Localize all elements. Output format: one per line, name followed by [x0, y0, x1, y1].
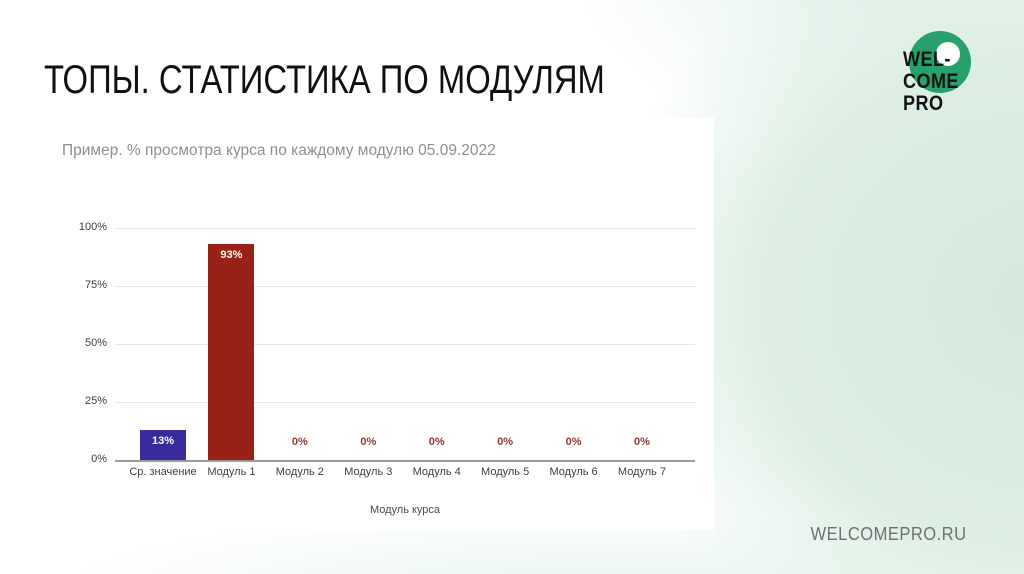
zero-value-label: 0% — [565, 436, 582, 448]
y-axis-tick-label: 0% — [91, 453, 107, 465]
x-axis-category-label: Модуль 3 — [344, 466, 393, 478]
logo-line-1: WEL- — [903, 48, 951, 71]
bar-value-label: 13% — [151, 434, 175, 447]
page-title: ТОПЫ. СТАТИСТИКА ПО МОДУЛЯМ — [44, 58, 605, 102]
zero-value-label: 0% — [497, 436, 514, 448]
bar-value-label: 93% — [220, 249, 243, 262]
footer-url: WELCOMEPRO.RU — [811, 524, 967, 544]
chart-title: Пример. % просмотра курса по каждому мод… — [62, 142, 496, 159]
zero-value-label: 0% — [291, 436, 308, 448]
bar-1 — [140, 429, 186, 460]
x-axis-category-label: Модуль 4 — [412, 466, 461, 478]
gridline — [115, 344, 695, 345]
zero-value-label: 0% — [428, 436, 445, 448]
x-axis-category-label: Модуль 2 — [275, 466, 324, 478]
bar-2 — [208, 244, 255, 460]
x-axis-category-label: Модуль 7 — [617, 466, 667, 478]
gridline — [115, 228, 695, 229]
x-axis-category-label: Ср. значение — [129, 466, 197, 478]
logo-donut-icon — [909, 31, 971, 93]
logo-line-2: COME — [903, 70, 959, 93]
y-axis-tick-label: 25% — [84, 395, 107, 407]
y-axis-tick-label: 100% — [78, 221, 107, 233]
zero-value-label: 0% — [634, 436, 650, 448]
y-axis-tick-label: 50% — [84, 337, 107, 349]
zero-value-label: 0% — [360, 436, 377, 448]
bar-chart-plot: 0% 25% 50% 75% 100% 13% Ср. значение 93% Модуль … — [55, 118, 714, 530]
logo-line-3: PRO — [903, 92, 944, 115]
x-axis-category-label: Модуль 5 — [481, 466, 530, 478]
chart-panel: Пример. % просмотра курса по каждому мод… — [55, 118, 714, 530]
x-axis-line — [115, 460, 695, 462]
y-axis-tick-label: 75% — [84, 279, 107, 291]
gridline — [115, 286, 695, 287]
x-axis-category-label: Модуль 6 — [549, 466, 598, 478]
gridline — [115, 402, 695, 403]
welcomepro-logo: WEL- COME PRO — [902, 28, 986, 120]
x-axis-category-label: Модуль 1 — [207, 466, 256, 478]
x-axis-title: Модуль курса — [369, 504, 441, 516]
logo-wordmark: WEL- COME PRO — [903, 49, 959, 115]
